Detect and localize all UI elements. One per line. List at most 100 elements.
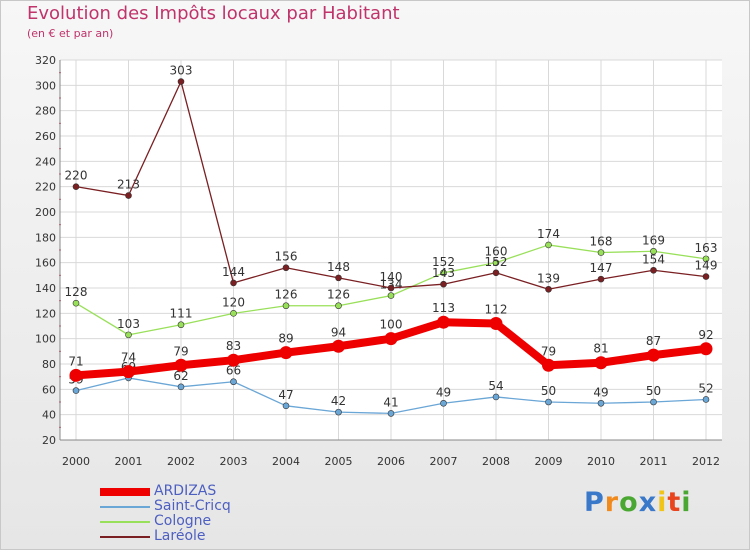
logo-letter: i bbox=[657, 487, 668, 518]
legend-swatch-saint-cricq bbox=[100, 506, 150, 508]
data-point-cologne bbox=[545, 241, 552, 249]
data-point-saint-cricq bbox=[702, 396, 710, 403]
data-label-ardizas: 81 bbox=[593, 342, 608, 356]
data-point-cologne bbox=[597, 249, 605, 256]
y-tick-label: 240 bbox=[35, 155, 56, 168]
data-label-lar-ole: 303 bbox=[170, 64, 193, 78]
data-point-lar-ole bbox=[387, 284, 395, 292]
data-point-ardizas bbox=[647, 348, 660, 362]
y-tick-label: 260 bbox=[35, 130, 56, 143]
x-tick-label: 2012 bbox=[692, 455, 720, 468]
legend-swatch-cologne bbox=[100, 521, 150, 523]
data-label-ardizas: 74 bbox=[121, 351, 136, 365]
data-point-cologne bbox=[125, 331, 132, 339]
y-tick-label: 100 bbox=[35, 333, 56, 346]
legend: ARDIZAS Saint-Cricq Cologne Laréole bbox=[100, 484, 320, 544]
data-label-cologne: 163 bbox=[695, 241, 718, 255]
data-label-saint-cricq: 54 bbox=[488, 379, 503, 393]
x-tick-label: 2003 bbox=[220, 455, 248, 468]
y-tick-label: 320 bbox=[35, 54, 56, 67]
data-point-cologne bbox=[492, 259, 500, 266]
data-label-lar-ole: 213 bbox=[117, 178, 140, 192]
data-point-saint-cricq bbox=[230, 378, 237, 386]
chart-subtitle: (en € et par an) bbox=[27, 27, 114, 40]
x-tick-label: 2004 bbox=[272, 455, 300, 468]
data-label-lar-ole: 139 bbox=[537, 271, 560, 285]
data-label-saint-cricq: 41 bbox=[383, 395, 398, 409]
data-point-lar-ole bbox=[440, 280, 447, 288]
x-tick-label: 2005 bbox=[325, 455, 353, 468]
data-label-saint-cricq: 47 bbox=[278, 388, 293, 402]
logo-letter: t bbox=[667, 487, 682, 518]
y-tick-label: 220 bbox=[35, 181, 56, 194]
data-point-saint-cricq bbox=[650, 398, 657, 406]
data-point-cologne bbox=[440, 269, 447, 277]
legend-item-cologne: Cologne bbox=[100, 514, 320, 529]
data-point-lar-ole bbox=[702, 273, 710, 280]
data-label-cologne: 126 bbox=[275, 288, 298, 302]
data-point-lar-ole bbox=[230, 279, 237, 287]
x-tick-label: 2000 bbox=[62, 455, 90, 468]
data-point-saint-cricq bbox=[72, 387, 80, 394]
data-label-cologne: 120 bbox=[222, 295, 245, 309]
data-label-ardizas: 79 bbox=[173, 344, 188, 358]
data-label-cologne: 174 bbox=[537, 227, 560, 241]
data-point-cologne bbox=[335, 302, 342, 310]
data-point-saint-cricq bbox=[440, 399, 447, 407]
data-label-cologne: 128 bbox=[65, 285, 88, 299]
data-point-cologne bbox=[387, 292, 395, 299]
data-label-ardizas: 112 bbox=[485, 302, 508, 316]
data-label-lar-ole: 143 bbox=[432, 266, 455, 280]
data-point-ardizas bbox=[489, 316, 503, 330]
data-label-cologne: 169 bbox=[642, 233, 665, 247]
data-label-saint-cricq: 50 bbox=[646, 384, 661, 398]
logo-letter: P bbox=[584, 487, 605, 518]
data-point-cologne bbox=[72, 299, 80, 307]
data-label-cologne: 126 bbox=[327, 288, 350, 302]
x-tick-label: 2008 bbox=[482, 455, 510, 468]
legend-label-cologne: Cologne bbox=[154, 513, 212, 529]
data-label-ardizas: 89 bbox=[278, 332, 293, 346]
data-point-ardizas bbox=[122, 365, 135, 379]
data-point-ardizas bbox=[332, 339, 345, 353]
logo-letter: o bbox=[619, 487, 639, 518]
data-label-lar-ole: 220 bbox=[65, 169, 88, 183]
data-label-saint-cricq: 50 bbox=[541, 384, 556, 398]
y-tick-label: 200 bbox=[35, 206, 56, 219]
data-point-ardizas bbox=[227, 353, 240, 367]
x-tick-label: 2007 bbox=[430, 455, 458, 468]
chart-title: Evolution des Impôts locaux par Habitant bbox=[27, 3, 400, 24]
data-point-saint-cricq bbox=[597, 399, 605, 407]
data-point-cologne bbox=[230, 310, 237, 317]
data-label-ardizas: 71 bbox=[68, 354, 83, 368]
y-tick-label: 40 bbox=[42, 409, 56, 422]
data-point-ardizas bbox=[174, 358, 188, 372]
data-label-saint-cricq: 62 bbox=[173, 369, 188, 383]
data-label-lar-ole: 156 bbox=[275, 250, 298, 264]
x-tick-label: 2011 bbox=[640, 455, 668, 468]
data-label-ardizas: 79 bbox=[541, 344, 556, 358]
data-point-cologne bbox=[650, 247, 657, 255]
data-point-lar-ole bbox=[72, 183, 80, 190]
data-label-ardizas: 87 bbox=[646, 334, 661, 348]
data-point-saint-cricq bbox=[177, 383, 185, 391]
legend-label-saint-cricq: Saint-Cricq bbox=[154, 498, 231, 514]
data-point-lar-ole bbox=[650, 266, 657, 274]
data-point-saint-cricq bbox=[335, 408, 342, 416]
data-point-ardizas bbox=[279, 346, 293, 360]
data-label-ardizas: 83 bbox=[226, 339, 241, 353]
legend-swatch-ardizas bbox=[100, 488, 150, 496]
data-label-saint-cricq: 66 bbox=[226, 364, 241, 378]
data-point-ardizas bbox=[437, 315, 450, 329]
data-point-lar-ole bbox=[282, 264, 290, 272]
legend-label-ardizas: ARDIZAS bbox=[154, 483, 217, 499]
y-tick-label: 140 bbox=[35, 282, 56, 295]
y-tick-label: 120 bbox=[35, 307, 56, 320]
data-point-saint-cricq bbox=[545, 398, 552, 406]
y-tick-label: 20 bbox=[42, 434, 56, 447]
y-tick-label: 60 bbox=[42, 383, 56, 396]
data-label-lar-ole: 154 bbox=[642, 252, 665, 266]
data-point-ardizas bbox=[594, 356, 608, 370]
data-label-saint-cricq: 42 bbox=[331, 394, 346, 408]
